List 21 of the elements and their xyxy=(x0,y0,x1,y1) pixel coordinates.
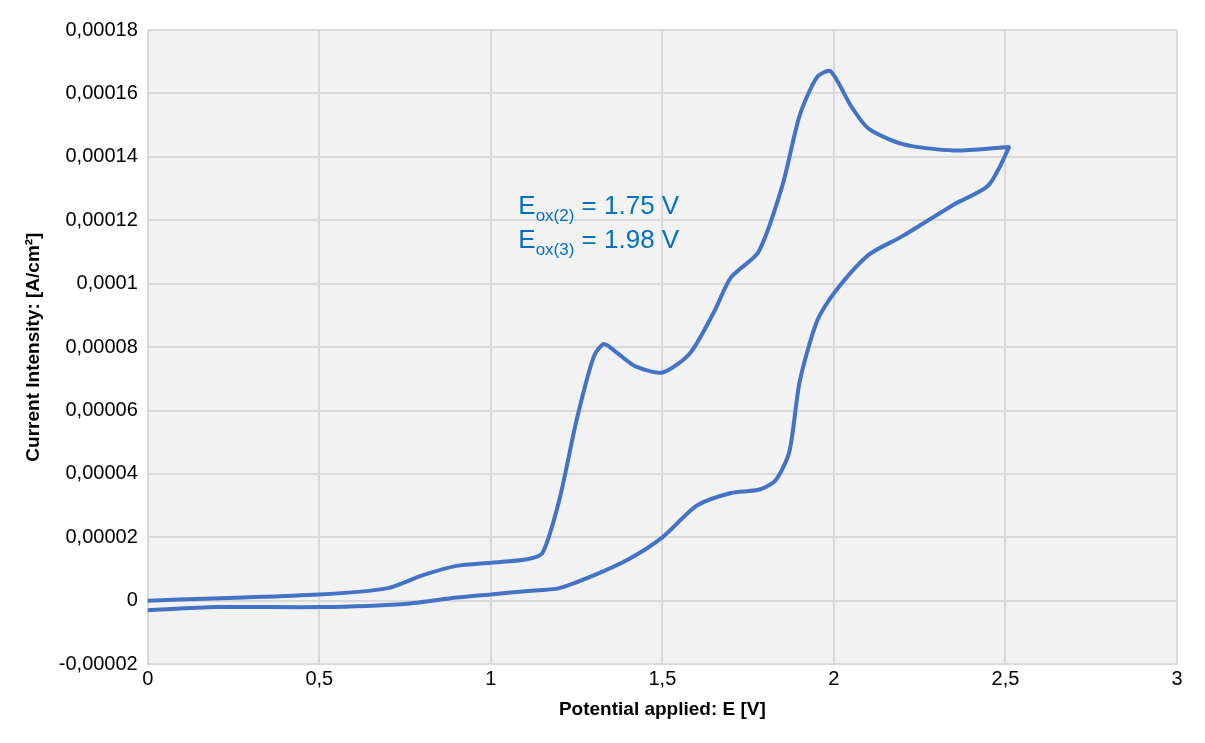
x-tick-label: 1 xyxy=(485,666,497,689)
x-tick-label: 3 xyxy=(1171,666,1183,689)
y-tick-label: 0,0001 xyxy=(76,271,138,294)
x-tick-label: 0,5 xyxy=(305,666,334,689)
y-tick-label: 0,00006 xyxy=(65,398,138,421)
x-tick-label: 0 xyxy=(142,666,154,689)
y-tick-label: 0,00016 xyxy=(65,80,138,103)
y-tick-label: 0,00018 xyxy=(65,17,138,40)
y-tick-label: -0,00002 xyxy=(58,651,138,674)
y-tick-label: 0,00008 xyxy=(65,334,138,357)
y-tick-label: 0,00004 xyxy=(65,461,138,484)
x-tick-label: 1,5 xyxy=(648,666,677,689)
line-series xyxy=(147,69,1011,613)
y-tick-label: 0,00012 xyxy=(65,207,138,230)
y-tick-label: 0,00014 xyxy=(65,144,138,167)
y-axis-title: Current Intensity: [A/cm²] xyxy=(21,232,43,462)
x-axis-title: Potential applied: E [V] xyxy=(558,697,766,719)
y-tick-label: 0 xyxy=(126,588,138,611)
x-tick-label: 2,5 xyxy=(991,666,1020,689)
y-tick-label: 0,00002 xyxy=(65,524,138,547)
x-tick-label: 2 xyxy=(828,666,840,689)
